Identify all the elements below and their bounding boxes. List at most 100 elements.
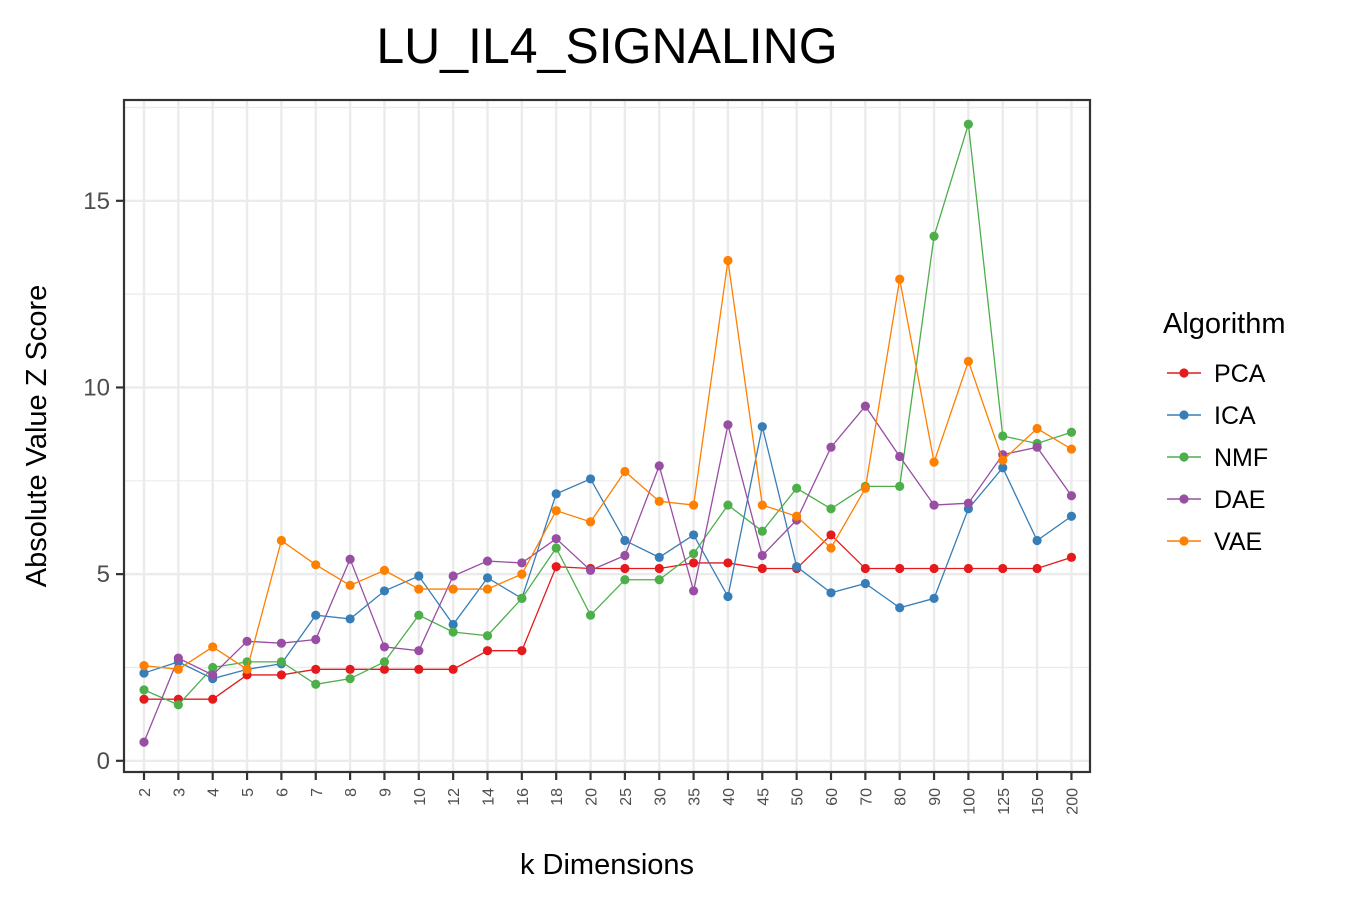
data-point-pca [757, 563, 767, 574]
data-point-vae [689, 500, 699, 510]
data-point-ica [482, 573, 493, 583]
x-tick-label: 50 [790, 788, 807, 806]
data-point-nmf [139, 685, 149, 695]
data-point-nmf [620, 575, 630, 585]
legend-key-point-nmf [1179, 452, 1189, 462]
data-point-nmf [654, 575, 664, 585]
legend-label-ica: ICA [1214, 402, 1256, 430]
data-point-nmf [517, 593, 527, 604]
x-tick-label: 80 [893, 788, 910, 806]
data-point-ica [723, 591, 733, 602]
data-point-pca [379, 664, 390, 674]
data-point-vae [757, 500, 767, 510]
y-tick-label: 10 [83, 374, 110, 401]
legend-label-dae: DAE [1214, 486, 1265, 514]
series-line-vae [143, 260, 1072, 671]
x-tick-label: 20 [584, 788, 601, 806]
data-point-ica [345, 614, 355, 624]
data-point-vae [551, 506, 561, 516]
data-point-pca [1066, 552, 1077, 562]
x-tick-label: 30 [652, 788, 669, 806]
data-point-ica [998, 463, 1008, 473]
data-point-pca [276, 670, 286, 680]
x-tick-label: 7 [309, 788, 326, 797]
x-tick-label: 125 [996, 788, 1013, 815]
data-point-dae [929, 500, 939, 510]
data-point-vae [379, 565, 390, 576]
x-tick-label: 100 [961, 788, 978, 815]
data-point-ica [654, 552, 664, 562]
data-point-dae [1032, 442, 1042, 452]
data-point-nmf [689, 549, 699, 559]
data-point-dae [654, 461, 664, 471]
data-point-ica [379, 586, 390, 596]
data-point-vae [826, 543, 836, 553]
data-point-nmf [276, 657, 286, 667]
data-point-ica [414, 571, 424, 581]
data-point-vae [929, 457, 939, 467]
data-point-vae [345, 580, 355, 590]
chart-title: LU_IL4_SIGNALING [376, 18, 837, 74]
data-point-vae [1032, 423, 1042, 434]
data-point-dae [414, 646, 424, 656]
data-point-nmf [311, 679, 321, 689]
data-point-dae [551, 534, 561, 544]
data-point-dae [379, 642, 390, 652]
series-line-nmf [143, 124, 1072, 706]
data-point-pca [689, 558, 699, 568]
data-point-vae [482, 584, 493, 594]
data-point-pca [998, 563, 1008, 574]
x-tick-label: 70 [858, 788, 875, 806]
series-line-pca [144, 534, 1072, 700]
data-point-nmf [963, 119, 974, 129]
data-point-dae [173, 653, 183, 663]
data-point-vae [311, 560, 321, 570]
data-point-nmf [379, 657, 390, 667]
data-point-vae [895, 274, 905, 284]
data-point-pca [551, 562, 561, 572]
legend-key-point-dae [1179, 494, 1189, 504]
data-point-dae [311, 634, 321, 645]
data-point-nmf [551, 543, 561, 553]
data-point-dae [860, 401, 870, 411]
legend-label-pca: PCA [1214, 360, 1266, 388]
legend-title: Algorithm [1163, 308, 1286, 340]
data-point-ica [929, 593, 939, 604]
data-point-ica [895, 603, 905, 613]
data-point-ica [1032, 535, 1042, 546]
data-point-vae [963, 356, 974, 366]
x-tick-label: 5 [240, 788, 257, 797]
data-point-pca [929, 563, 939, 574]
legend[interactable]: Algorithm PCA ICA NMF DAE VAE [1163, 308, 1286, 556]
data-point-vae [517, 569, 527, 579]
x-axis-title: k Dimensions [520, 849, 694, 881]
x-tick-label: 90 [927, 788, 944, 806]
grid [124, 100, 1090, 772]
x-tick-label: 4 [206, 788, 223, 797]
data-point-dae [585, 565, 596, 576]
legend-label-vae: VAE [1214, 528, 1262, 556]
legend-key-point-pca [1179, 368, 1189, 378]
data-point-pca [482, 646, 493, 656]
data-point-pca [517, 646, 527, 656]
legend-label-nmf: NMF [1214, 444, 1268, 472]
x-tick-label: 8 [343, 788, 360, 797]
x-tick-label: 16 [515, 788, 532, 806]
data-point-pca [826, 530, 836, 540]
data-point-nmf [482, 631, 493, 641]
data-point-nmf [723, 500, 733, 510]
data-point-dae [208, 670, 218, 680]
data-point-vae [654, 496, 664, 506]
data-point-nmf [1066, 427, 1077, 437]
data-point-ica [311, 610, 321, 620]
x-tick-label: 12 [446, 788, 463, 806]
data-point-pca [414, 664, 424, 674]
data-point-nmf [757, 526, 767, 536]
data-point-nmf [173, 700, 183, 710]
data-point-nmf [345, 674, 355, 684]
data-point-pca [1032, 563, 1042, 574]
x-tick-label: 150 [1030, 788, 1047, 815]
data-point-vae [723, 255, 733, 266]
